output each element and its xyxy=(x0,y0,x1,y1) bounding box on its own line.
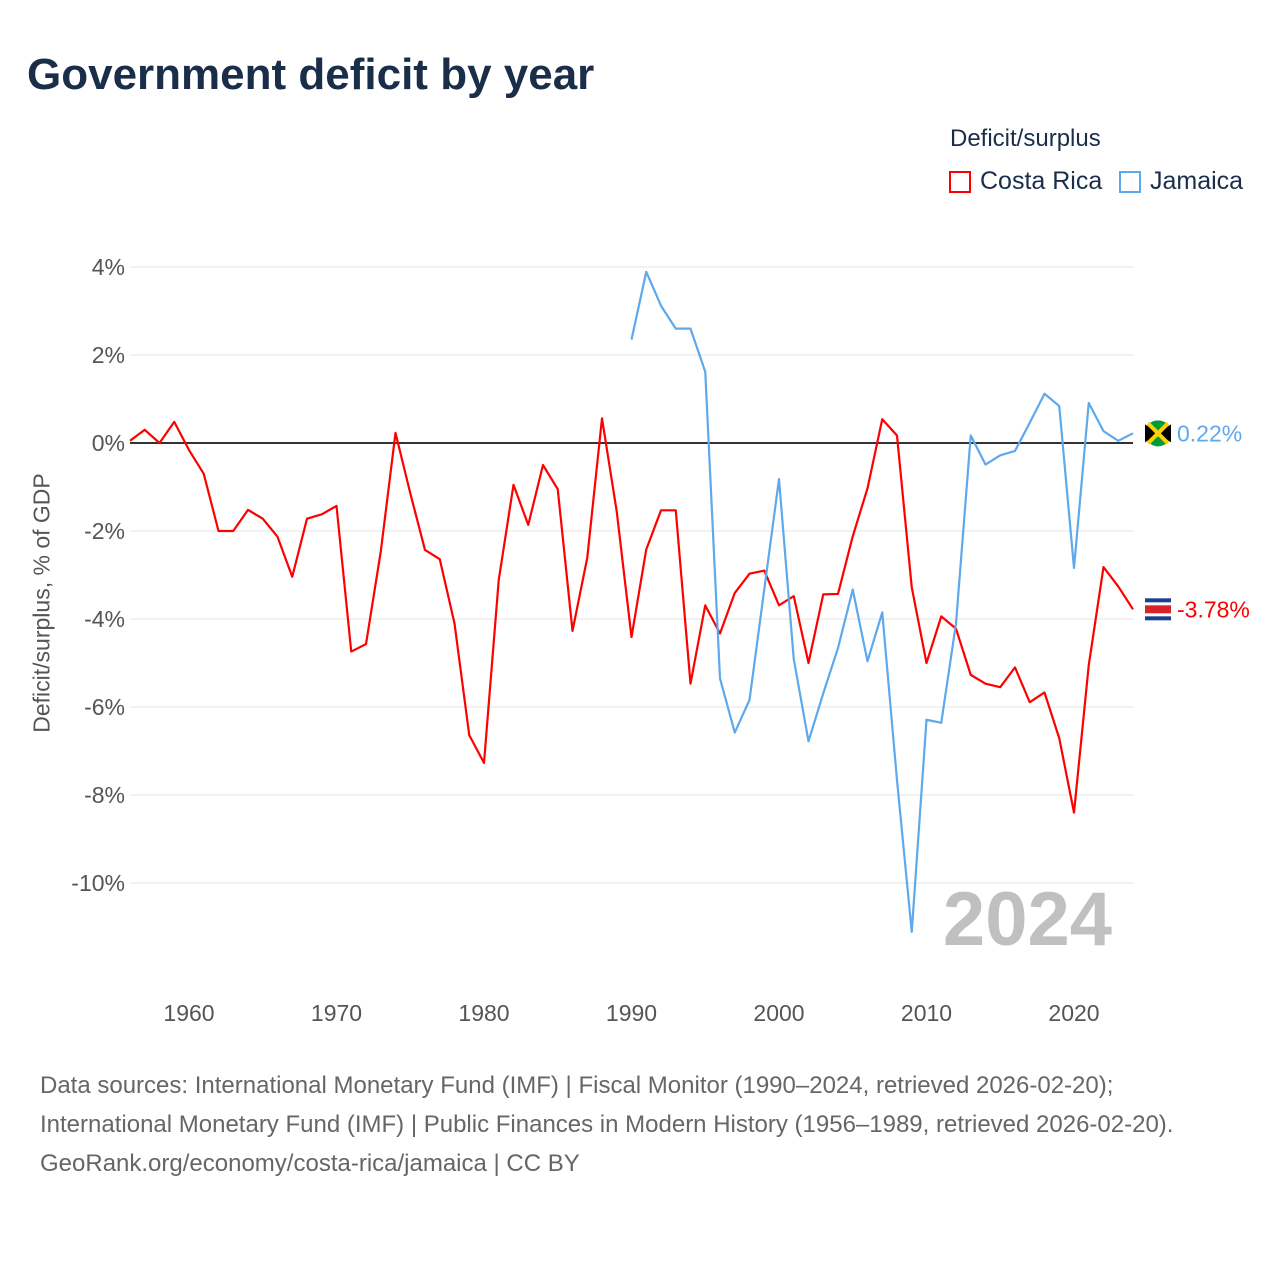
y-axis-label: Deficit/surplus, % of GDP xyxy=(28,473,55,733)
x-tick-label: 1960 xyxy=(163,1000,214,1026)
x-tick-label: 2010 xyxy=(901,1000,952,1026)
flag-stripe xyxy=(1145,616,1171,621)
y-tick-label: 0% xyxy=(92,430,125,456)
y-tick-label: -8% xyxy=(84,782,125,808)
legend-item-jamaica[interactable]: Jamaica xyxy=(1119,167,1243,196)
attribution-link[interactable]: GeoRank.org/economy/costa-rica/jamaica |… xyxy=(40,1150,580,1177)
legend-label: Costa Rica xyxy=(980,167,1103,195)
x-tick-label: 2020 xyxy=(1048,1000,1099,1026)
chart-title: Government deficit by year xyxy=(27,50,595,99)
legend-swatch-costa-rica xyxy=(949,170,971,193)
x-tick-label: 1980 xyxy=(458,1000,509,1026)
line-chart: 4% 2% 0% -2% -4% -6% -8% -10% 1960 1970 1980 1990 20… xyxy=(71,254,1250,1026)
series-line-costa-rica xyxy=(129,417,1134,814)
y-tick-label: -2% xyxy=(84,518,125,544)
x-tick-label: 1990 xyxy=(606,1000,657,1026)
flag-stripe xyxy=(1145,598,1171,603)
y-tick-label: 2% xyxy=(92,342,125,368)
legend-title: Deficit/surplus xyxy=(950,125,1101,152)
flag-icon-jamaica xyxy=(1145,420,1171,447)
x-tick-label: 2000 xyxy=(753,1000,804,1026)
y-tick-label: -6% xyxy=(84,694,125,720)
flag-stripe xyxy=(1145,605,1171,614)
data-sources: Data sources: International Monetary Fun… xyxy=(40,1072,1174,1138)
legend-label: Jamaica xyxy=(1150,167,1244,195)
legend-swatch-jamaica xyxy=(1119,170,1141,193)
footer: Data sources: International Monetary Fun… xyxy=(40,1066,1240,1183)
flag-saltire xyxy=(1146,421,1170,445)
flag-icon-costa-rica xyxy=(1145,596,1171,623)
end-value-label: 0.22% xyxy=(1177,420,1242,446)
series-line-jamaica xyxy=(630,270,1134,933)
y-tick-label: -10% xyxy=(71,870,125,896)
year-watermark: 2024 xyxy=(943,877,1112,962)
y-tick-label: 4% xyxy=(92,254,125,280)
legend-item-costa-rica[interactable]: Costa Rica xyxy=(949,167,1102,196)
y-tick-label: -4% xyxy=(84,606,125,632)
x-tick-label: 1970 xyxy=(311,1000,362,1026)
end-value-label: -3.78% xyxy=(1177,596,1250,622)
